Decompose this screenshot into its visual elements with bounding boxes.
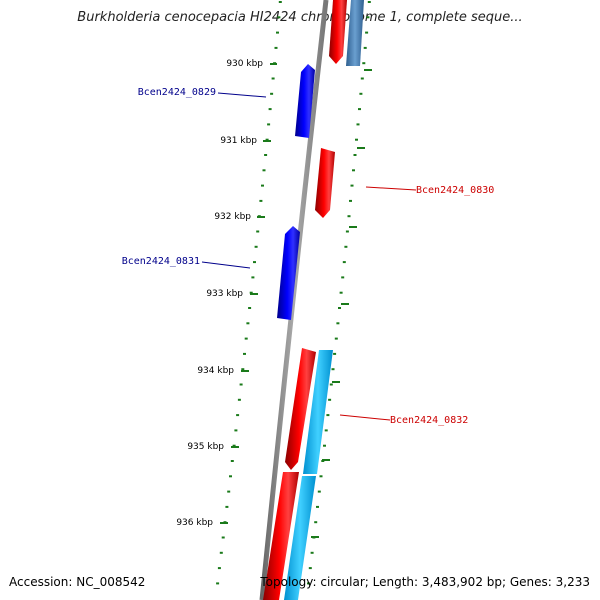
tick-label-932: 932 kbp	[214, 212, 251, 222]
tick-label-933: 933 kbp	[206, 289, 243, 299]
tick-label-935: 935 kbp	[187, 442, 224, 452]
gene-feature-bcen2424-0829[interactable]	[295, 64, 315, 138]
map-title: Burkholderia cenocepacia HI2424 chromoso…	[77, 10, 523, 25]
gene-feature-lower-red[interactable]	[263, 472, 299, 600]
leader-line-0829	[217, 92, 267, 98]
reverse-features	[277, 64, 315, 320]
gene-feature-top-red[interactable]	[329, 0, 347, 64]
gene-feature-bcen2424-0832[interactable]	[285, 348, 316, 470]
other-feature-cyan-lower[interactable]	[284, 476, 316, 600]
gene-feature-bcen2424-0831[interactable]	[277, 226, 300, 320]
other-feature-cyan-upper[interactable]	[303, 350, 333, 474]
tick-track-right	[307, 1, 371, 585]
gene-label-bcen2424-0831[interactable]: Bcen2424_0831	[122, 256, 200, 267]
topology-info: Topology: circular; Length: 3,483,902 bp…	[260, 575, 590, 589]
tick-track-left	[216, 1, 282, 585]
leader-line-0831	[201, 261, 251, 269]
leader-line-0830	[365, 186, 417, 191]
gene-label-bcen2424-0829[interactable]: Bcen2424_0829	[138, 87, 216, 98]
gene-label-bcen2424-0830[interactable]: Bcen2424_0830	[416, 185, 494, 196]
tick-label-930: 930 kbp	[226, 59, 263, 69]
tick-label-936: 936 kbp	[176, 518, 213, 528]
tick-label-931: 931 kbp	[220, 136, 257, 146]
genome-backbone	[259, 0, 329, 600]
forward-features	[263, 0, 364, 600]
gene-label-bcen2424-0832[interactable]: Bcen2424_0832	[390, 415, 468, 426]
major-ticks	[220, 63, 372, 538]
gene-feature-bcen2424-0830[interactable]	[315, 148, 335, 218]
accession-info: Accession: NC_008542	[9, 575, 146, 589]
other-feature-top-steel[interactable]	[346, 0, 364, 66]
leader-line-0832	[339, 414, 391, 421]
tick-label-934: 934 kbp	[197, 366, 234, 376]
